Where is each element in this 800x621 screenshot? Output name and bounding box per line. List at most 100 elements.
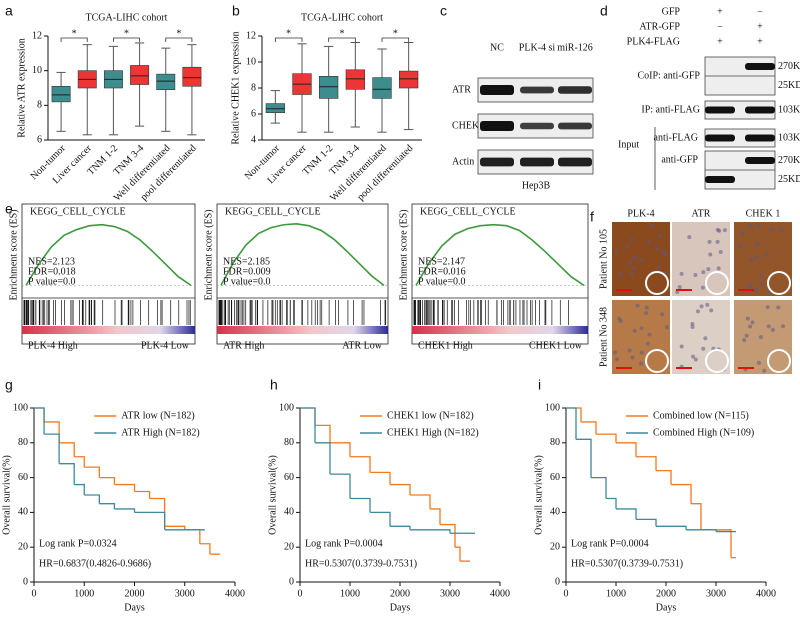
nucleus [644, 311, 649, 316]
nucleus [744, 333, 749, 338]
x-tick-label: 4000 [490, 588, 510, 599]
survival-step [370, 471, 391, 485]
panel-letter: a [5, 3, 13, 19]
nucleus [618, 319, 623, 324]
y-axis-label: Overall survival(%) [267, 455, 278, 535]
nucleus [639, 258, 644, 263]
y-tick-label: 4 [251, 134, 256, 145]
survival-step [671, 483, 692, 504]
nucleus [635, 303, 640, 308]
annotation: Log rank P=0.0004 [305, 538, 383, 549]
survival-step [455, 546, 461, 562]
y-tick-label: 8 [37, 100, 42, 111]
significance-label: * [176, 28, 181, 39]
condition-label: PLK4-FLAG [627, 36, 680, 47]
nucleus [645, 341, 650, 346]
row-label: ATR [452, 84, 471, 95]
nucleus [770, 327, 775, 332]
survival-step [34, 407, 45, 422]
nucleus [663, 252, 668, 257]
column-label: PLK-4 [627, 208, 654, 219]
column-label: CHEK 1 [746, 208, 781, 219]
y-tick-label: 100 [545, 402, 560, 413]
column-label: ATR [692, 208, 711, 219]
box [399, 70, 419, 89]
survival-step [199, 543, 211, 555]
end-label: CHEK1 High [418, 340, 473, 351]
nucleus [618, 272, 623, 277]
blot-caption: Hep3B [522, 180, 551, 191]
survival-step [350, 456, 371, 473]
annotation: Log rank P=0.0004 [571, 538, 649, 549]
y-tick-label: 0 [23, 576, 28, 587]
es-curve [25, 223, 192, 287]
end-label: PLK-4 Low [141, 340, 190, 351]
nucleus [750, 320, 755, 325]
tissue-inset [705, 349, 729, 373]
tissue-inset [645, 271, 669, 295]
nucleus [707, 239, 712, 244]
nucleus [742, 337, 747, 342]
survival-step [99, 503, 116, 509]
box [130, 65, 150, 85]
annotation: Log rank P=0.0324 [39, 538, 117, 549]
significance-label: * [72, 28, 77, 39]
nucleus [754, 255, 759, 260]
nucleus [738, 243, 743, 248]
nucleus [613, 350, 618, 355]
nucleus [649, 224, 654, 229]
x-tick-label: 0 [298, 588, 303, 599]
y-tick-label: 60 [18, 472, 28, 483]
band [558, 157, 592, 167]
legend-label: Combined low (N=115) [653, 410, 749, 421]
nucleus [630, 237, 635, 242]
condition-mark: + [757, 21, 763, 32]
survival-step [330, 473, 351, 499]
survival-step [701, 529, 732, 558]
nucleus [708, 252, 713, 257]
row-label: anti-GFP [661, 154, 698, 165]
nucleus [701, 270, 706, 275]
nucleus [679, 344, 684, 349]
nucleus [745, 316, 750, 321]
annotation: NES=2.123 [28, 256, 75, 267]
survival-step [350, 497, 371, 513]
nucleus [748, 324, 753, 329]
survival-step [44, 433, 60, 464]
significance-bracket [274, 37, 303, 42]
nucleus [614, 248, 619, 253]
x-axis-label: Days [124, 602, 145, 613]
y-tick-label: 100 [13, 402, 28, 413]
y-tick-label: 60 [284, 472, 294, 483]
band [520, 157, 554, 167]
y-tick-label: 20 [550, 541, 560, 552]
survival-step [134, 490, 151, 499]
size-label: 25KD [778, 174, 800, 185]
y-axis-label: Enrichment score (ES) [203, 209, 214, 300]
size-label: 103KD [778, 132, 800, 143]
annotation: HR=0.6837(0.4826-0.9686) [39, 558, 151, 569]
row-label: Patient No 348 [598, 307, 609, 367]
annotation: P value=0.0 [223, 276, 271, 287]
nucleus [769, 227, 774, 232]
nucleus [630, 355, 635, 360]
significance-bracket [60, 37, 88, 42]
x-tick-label: 2000 [125, 588, 145, 599]
y-tick-label: 10 [32, 65, 42, 76]
size-label: 270KD [778, 155, 800, 166]
nucleus [661, 249, 666, 254]
legend-label: CHEK1 low (N=182) [387, 410, 474, 421]
survival-step [84, 466, 100, 478]
box [182, 66, 202, 87]
row-label: anti-FLAG [654, 132, 698, 143]
y-tick-label: 6 [251, 108, 256, 119]
nucleus [693, 357, 698, 362]
box [319, 76, 339, 99]
significance-label: * [393, 28, 398, 39]
survival-step [566, 407, 577, 440]
condition-mark: + [757, 36, 763, 47]
end-label: ATR Low [342, 340, 383, 351]
band [480, 85, 514, 95]
nucleus [687, 235, 692, 240]
